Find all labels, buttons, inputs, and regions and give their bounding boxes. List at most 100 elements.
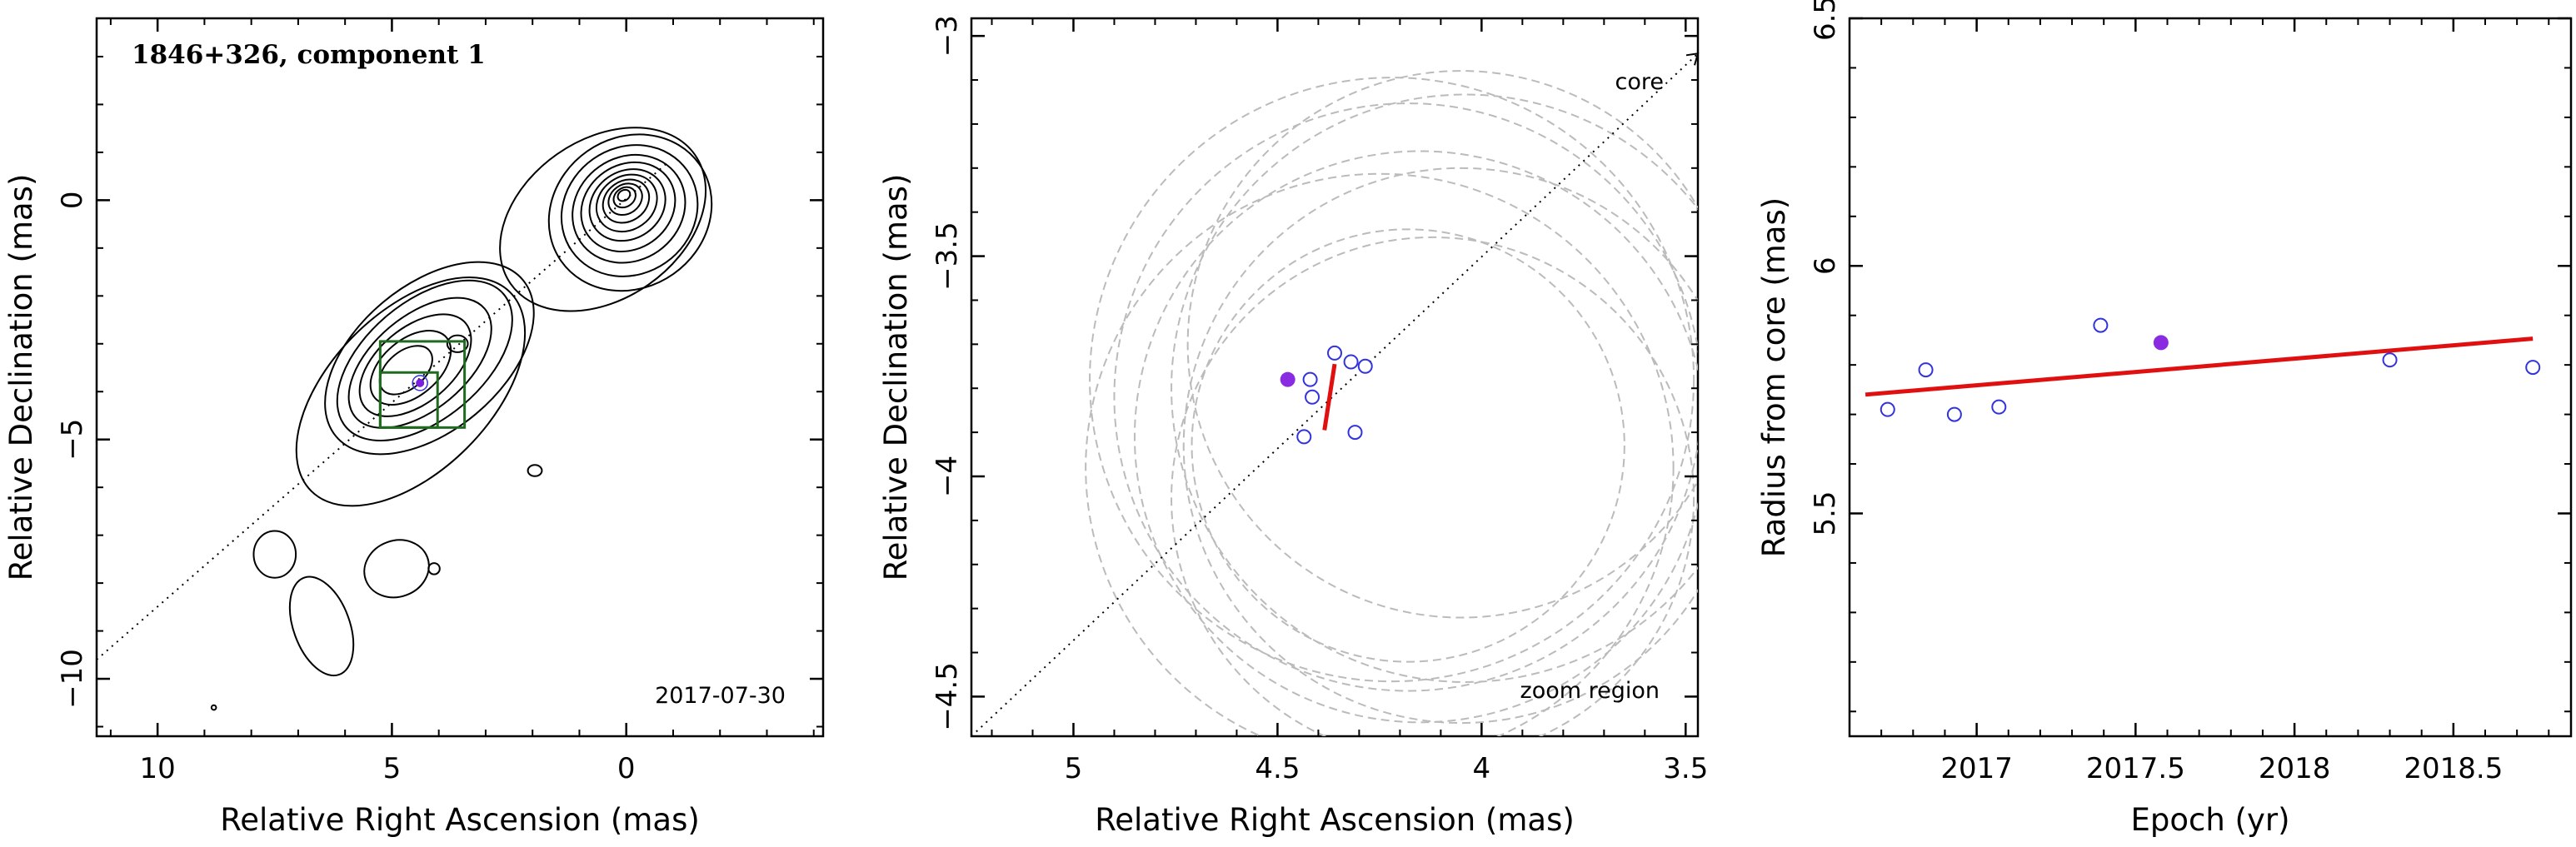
y-tick-label: 0 <box>56 192 89 210</box>
panel-2-clipped-layer <box>971 52 1698 736</box>
x-tick-label: 3.5 <box>1663 752 1708 785</box>
island-contour <box>363 539 430 599</box>
core-contour <box>499 127 707 312</box>
core-contour <box>560 144 699 277</box>
component-size-circle <box>1113 102 1698 692</box>
panel-2-plot-area <box>971 52 1700 736</box>
radius-point <box>2382 352 2398 368</box>
jet-contour <box>446 334 469 353</box>
y-tick-label: 6.5 <box>1809 0 1842 41</box>
panel-2-core-label: core <box>1615 69 1664 95</box>
component-size-circle <box>1182 167 1698 724</box>
component-size-circle <box>1171 93 1698 683</box>
panel-1-title: 1846+326, component 1 <box>132 40 486 70</box>
core-direction-line <box>971 52 1698 736</box>
core-contour <box>588 168 666 242</box>
y-tick-label: 6 <box>1809 257 1842 275</box>
core-contour <box>572 153 686 264</box>
island-contour <box>527 464 543 477</box>
radius-point <box>1918 362 1934 378</box>
panel-1-plot-area <box>96 127 713 711</box>
position-point <box>1296 429 1312 445</box>
jet-contour <box>347 296 492 429</box>
core-contour <box>547 133 713 292</box>
x-tick-label: 0 <box>617 752 636 785</box>
beam-marker <box>210 704 217 711</box>
panel-3-radius-vs-epoch: 2017 2017.5 2018 2018.5 5.5 6 6.5 Epoch (yr) R… <box>1756 0 2573 838</box>
core-contour <box>617 188 632 202</box>
radius-point <box>2093 317 2109 333</box>
x-tick-label: 5 <box>383 752 402 785</box>
core-contour <box>602 178 651 224</box>
component-marker <box>412 375 428 391</box>
radius-point <box>1991 399 2007 415</box>
position-point <box>1347 425 1363 441</box>
core-arrowhead <box>1685 52 1700 66</box>
panel-2-ticks: 5 4.5 4 3.5 −3 −3.5 −4 −4.5 <box>931 15 1708 785</box>
y-tick-label: −10 <box>56 649 89 709</box>
jet-contour <box>324 261 535 456</box>
motion-vector <box>1322 363 1337 431</box>
jet-contour <box>369 330 452 406</box>
panel-2-y-axis-label: Relative Declination (mas) <box>878 174 914 581</box>
component-size-circle <box>1191 228 1625 663</box>
panel-2-zoom-region-label: zoom region <box>1520 678 1660 704</box>
y-tick-label: −3.5 <box>931 222 964 291</box>
position-point <box>1305 389 1320 405</box>
y-tick-label: −5 <box>56 419 89 461</box>
core-contour <box>595 173 658 233</box>
panel-1-y-axis-label: Relative Declination (mas) <box>3 174 39 581</box>
panel-3-x-axis-label: Epoch (yr) <box>2130 802 2289 838</box>
panel-3-frame <box>1848 17 2573 738</box>
component-size-circle <box>1089 77 1695 683</box>
y-tick-label: 5.5 <box>1809 491 1842 536</box>
panel-3-y-axis-label: Radius from core (mas) <box>1756 197 1792 557</box>
x-tick-label: 4 <box>1473 752 1491 785</box>
reference-epoch-point <box>2153 335 2169 351</box>
x-tick-label: 2017 <box>1940 752 2013 785</box>
component-size-circle <box>1085 172 1675 736</box>
x-tick-label: 2018 <box>2259 752 2331 785</box>
component-size-circle <box>1171 236 1695 736</box>
x-tick-label: 2018.5 <box>2404 752 2503 785</box>
x-tick-label: 5 <box>1065 752 1083 785</box>
jet-contour <box>295 277 527 507</box>
y-tick-label: −4 <box>931 456 964 497</box>
jet-direction-line <box>96 161 670 660</box>
fit-line <box>1865 336 2534 397</box>
panel-2-frame <box>970 17 1700 738</box>
y-tick-label: −4.5 <box>931 662 964 731</box>
panel-1-x-axis-label: Relative Right Ascension (mas) <box>220 802 700 838</box>
panel-2-x-axis-label: Relative Right Ascension (mas) <box>1095 802 1575 838</box>
component-size-circle <box>1186 70 1698 619</box>
core-contour <box>607 182 643 217</box>
panel-1-date-label: 2017-07-30 <box>655 683 786 709</box>
panel-3-ticks: 2017 2017.5 2018 2018.5 5.5 6 6.5 <box>1809 0 2571 785</box>
position-point <box>1357 358 1373 374</box>
island-contour <box>427 562 441 575</box>
radius-point <box>2525 360 2541 376</box>
jet-contour <box>358 313 472 417</box>
panel-1-ticks: 10 5 0 0 −5 −10 <box>56 18 823 785</box>
panel-3-plot-area <box>1865 317 2541 422</box>
x-tick-label: 10 <box>140 752 176 785</box>
zoom-region-box <box>378 371 439 429</box>
panel-1-contour-map: 10 5 0 0 −5 −10 1846+326, component 1 2017-07… <box>3 17 825 838</box>
position-point <box>1343 354 1359 370</box>
core-contour <box>612 186 637 209</box>
position-point <box>1327 345 1342 361</box>
panel-2-zoom-positions: 5 4.5 4 3.5 −3 −3.5 −4 −4.5 core zoom region Re… <box>878 15 1708 838</box>
component-size-circle <box>1134 150 1698 724</box>
component-marker <box>416 378 425 387</box>
y-tick-label: −3 <box>931 15 964 57</box>
reference-epoch-point <box>1280 371 1295 387</box>
core-contour <box>580 161 676 252</box>
radius-point <box>1946 406 1962 422</box>
position-point <box>1302 371 1318 387</box>
island-contour <box>288 575 355 677</box>
x-tick-label: 4.5 <box>1255 752 1300 785</box>
x-tick-label: 2017.5 <box>2086 752 2185 785</box>
panel-1-frame <box>95 17 825 738</box>
radius-point <box>1880 401 1895 417</box>
